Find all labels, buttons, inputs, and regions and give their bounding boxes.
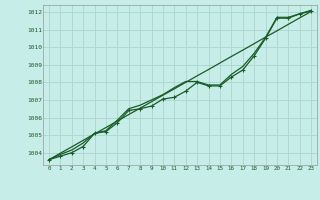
Text: Graphe pression niveau de la mer (hPa): Graphe pression niveau de la mer (hPa) [65,185,255,194]
